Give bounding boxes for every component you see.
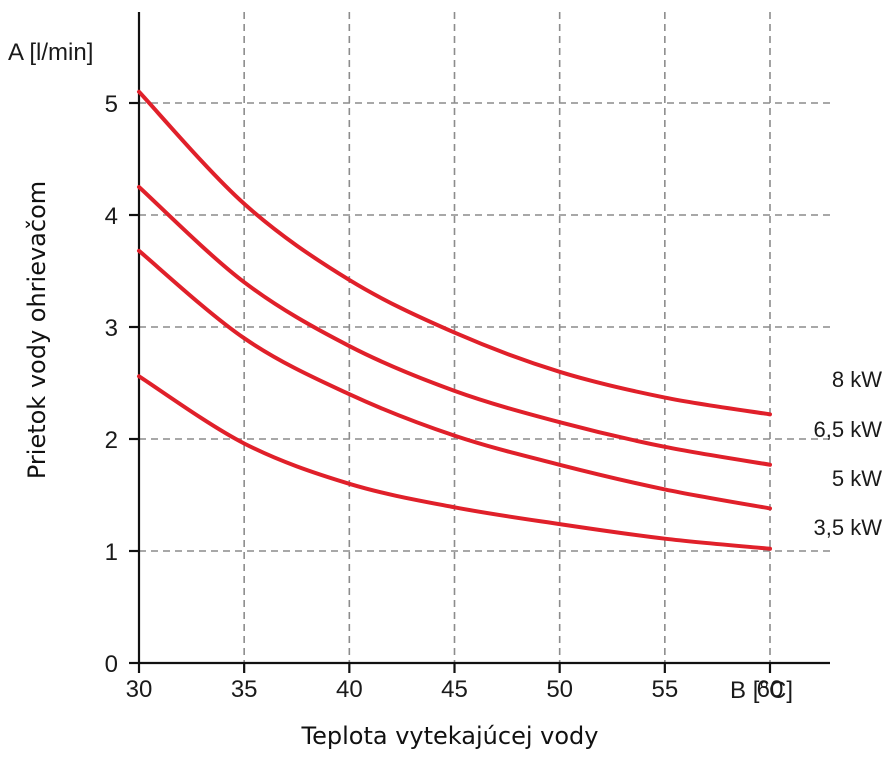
series-labels: 8 kW 6,5 kW 5 kW 3,5 kW: [814, 367, 883, 540]
y-tick-label-5: 5: [105, 91, 118, 118]
x-tick-label-35: 35: [231, 676, 258, 703]
x-tick-label-60: 60: [757, 676, 784, 703]
y-tick-label-3: 3: [105, 315, 118, 342]
grid-lines: [139, 12, 830, 663]
series-line-5-kw: [137, 248, 772, 511]
series-lines: [137, 89, 772, 551]
series-label-3-5-kw: 3,5 kW: [814, 515, 883, 540]
x-tick-label-50: 50: [546, 676, 573, 703]
series-label-6-5-kw: 6,5 kW: [814, 417, 883, 442]
x-tick-label-30: 30: [126, 676, 153, 703]
y-tick-labels: 0 1 2 3 4 5: [105, 91, 118, 678]
series-label-5-kw: 5 kW: [832, 466, 882, 491]
y-tick-label-0: 0: [105, 651, 118, 678]
x-axis-title: Teplota vytekajúcej vody: [301, 722, 599, 750]
series-label-8-kw: 8 kW: [832, 367, 882, 392]
x-tick-label-40: 40: [336, 676, 363, 703]
x-tick-label-45: 45: [441, 676, 468, 703]
y-tick-label-2: 2: [105, 427, 118, 454]
y-tick-label-1: 1: [105, 539, 118, 566]
x-tick-label-55: 55: [651, 676, 678, 703]
series-line-6-5-kw: [137, 185, 772, 467]
series-line-8-kw: [137, 89, 772, 417]
y-unit-label: A [l/min]: [8, 39, 93, 66]
axes: [129, 12, 830, 673]
series-line-3-5-kw: [137, 374, 772, 551]
x-unit-label: B [°C]: [730, 677, 793, 704]
y-tick-label-4: 4: [105, 203, 118, 230]
x-tick-labels: 30 35 40 45 50 55 60: [126, 676, 784, 703]
y-axis-title: Prietok vody ohrievačom: [23, 181, 51, 479]
